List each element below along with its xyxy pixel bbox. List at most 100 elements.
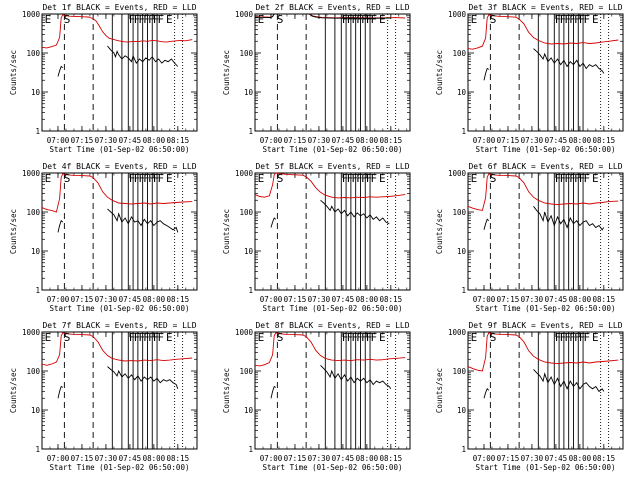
x-tick-label: 07:30: [308, 454, 331, 463]
y-axis-label: Counts/sec: [9, 50, 18, 95]
events-series-line: [107, 208, 179, 233]
marker-label-s: S: [277, 331, 284, 344]
y-tick-label: 1: [461, 286, 466, 295]
detector-panel: Det 8f BLACK = Events, RED = LLD 1 10 100 10…: [222, 321, 411, 472]
x-axis-label: Start Time (01-Sep-02 06:50:00): [476, 145, 616, 154]
y-tick-label: 10: [457, 406, 467, 415]
y-tick-label: 100: [239, 208, 253, 217]
x-axis-label: Start Time (01-Sep-02 06:50:00): [50, 304, 190, 313]
plot-frame: [254, 172, 411, 291]
x-tick-label: 07:30: [521, 295, 544, 304]
marker-label-e: E: [258, 331, 265, 344]
panel-title: Det 7f BLACK = Events, RED = LLD: [42, 321, 196, 330]
marker-label-e: E: [471, 331, 478, 344]
marker-label-f: F: [129, 331, 136, 344]
x-tick-label: 07:00: [260, 295, 283, 304]
plot-frame: [41, 172, 198, 291]
events-series-line: [533, 48, 605, 74]
marker-label-f: F: [584, 13, 591, 26]
marker-label-e: E: [592, 172, 599, 185]
y-tick-label: 1000: [448, 169, 467, 178]
lld-series-line: [41, 332, 193, 366]
y-tick-label: 100: [26, 367, 40, 376]
detector-panel: Det 1f BLACK = Events, RED = LLD 1 10 100 10…: [9, 3, 198, 154]
events-series-line: [270, 217, 277, 228]
lld-series-line: [254, 332, 406, 367]
x-tick-label: 08:00: [569, 136, 592, 145]
y-tick-label: 10: [244, 406, 254, 415]
marker-label-f: F: [138, 13, 145, 26]
marker-label-f: F: [158, 13, 165, 26]
y-tick-label: 1: [248, 127, 253, 136]
marker-label-f: F: [158, 172, 165, 185]
marker-label-f: F: [555, 13, 562, 26]
marker-label-e: E: [471, 13, 478, 26]
x-tick-label: 08:00: [143, 136, 166, 145]
marker-label-s: S: [490, 13, 497, 26]
marker-label-f: F: [574, 172, 581, 185]
y-axis-label: Counts/sec: [9, 368, 18, 413]
x-tick-label: 07:00: [47, 295, 70, 304]
marker-label-f: F: [351, 13, 358, 26]
marker-label-f: F: [134, 172, 141, 185]
marker-label-f: F: [342, 331, 349, 344]
y-tick-label: 10: [31, 406, 41, 415]
marker-label-e: E: [592, 13, 599, 26]
marker-label-f: F: [371, 331, 378, 344]
x-axis-label: Start Time (01-Sep-02 06:50:00): [476, 304, 616, 313]
y-tick-label: 1000: [22, 169, 41, 178]
events-series-line: [107, 366, 179, 389]
marker-label-e: E: [379, 172, 386, 185]
marker-label-f: F: [148, 13, 155, 26]
marker-label-f: F: [143, 13, 150, 26]
y-tick-label: 100: [239, 367, 253, 376]
marker-label-f: F: [584, 172, 591, 185]
marker-label-e: E: [45, 331, 52, 344]
y-tick-label: 100: [26, 49, 40, 58]
marker-label-f: F: [569, 172, 576, 185]
marker-label-f: F: [560, 172, 567, 185]
x-axis-label: Start Time (01-Sep-02 06:50:00): [50, 463, 190, 472]
events-series-line: [57, 385, 64, 399]
marker-label-f: F: [153, 331, 160, 344]
events-series-line: [107, 45, 179, 67]
marker-label-f: F: [569, 13, 576, 26]
marker-label-f: F: [564, 331, 571, 344]
y-tick-label: 1000: [22, 10, 41, 19]
panel-title: Det 2f BLACK = Events, RED = LLD: [255, 3, 409, 12]
marker-label-f: F: [138, 172, 145, 185]
marker-label-e: E: [166, 331, 173, 344]
marker-label-e: E: [592, 331, 599, 344]
y-tick-label: 1000: [235, 10, 254, 19]
y-tick-label: 1: [35, 286, 40, 295]
y-tick-label: 1000: [235, 169, 254, 178]
x-tick-label: 08:00: [356, 295, 379, 304]
marker-label-f: F: [153, 172, 160, 185]
x-tick-label: 07:00: [473, 136, 496, 145]
x-tick-label: 08:15: [380, 136, 403, 145]
x-tick-label: 07:15: [71, 136, 94, 145]
x-tick-label: 07:45: [119, 136, 142, 145]
lld-series-line: [254, 172, 406, 199]
x-tick-label: 07:00: [260, 136, 283, 145]
marker-label-f: F: [579, 331, 586, 344]
marker-label-s: S: [277, 172, 284, 185]
marker-label-e: E: [166, 172, 173, 185]
marker-label-f: F: [555, 331, 562, 344]
marker-label-f: F: [347, 172, 354, 185]
lld-series-line: [467, 14, 619, 50]
y-axis-label: Counts/sec: [9, 209, 18, 254]
x-tick-label: 07:45: [545, 295, 568, 304]
x-tick-label: 07:45: [119, 295, 142, 304]
marker-label-e: E: [379, 13, 386, 26]
marker-label-s: S: [277, 13, 284, 26]
marker-label-e: E: [379, 331, 386, 344]
x-tick-label: 07:45: [119, 454, 142, 463]
y-axis-label: Counts/sec: [222, 209, 231, 254]
marker-label-f: F: [579, 172, 586, 185]
detector-panel: Det 7f BLACK = Events, RED = LLD 1 10 100 10…: [9, 321, 198, 472]
marker-label-e: E: [45, 172, 52, 185]
events-series-line: [254, 13, 391, 19]
y-tick-label: 100: [452, 367, 466, 376]
x-tick-label: 07:15: [497, 136, 520, 145]
